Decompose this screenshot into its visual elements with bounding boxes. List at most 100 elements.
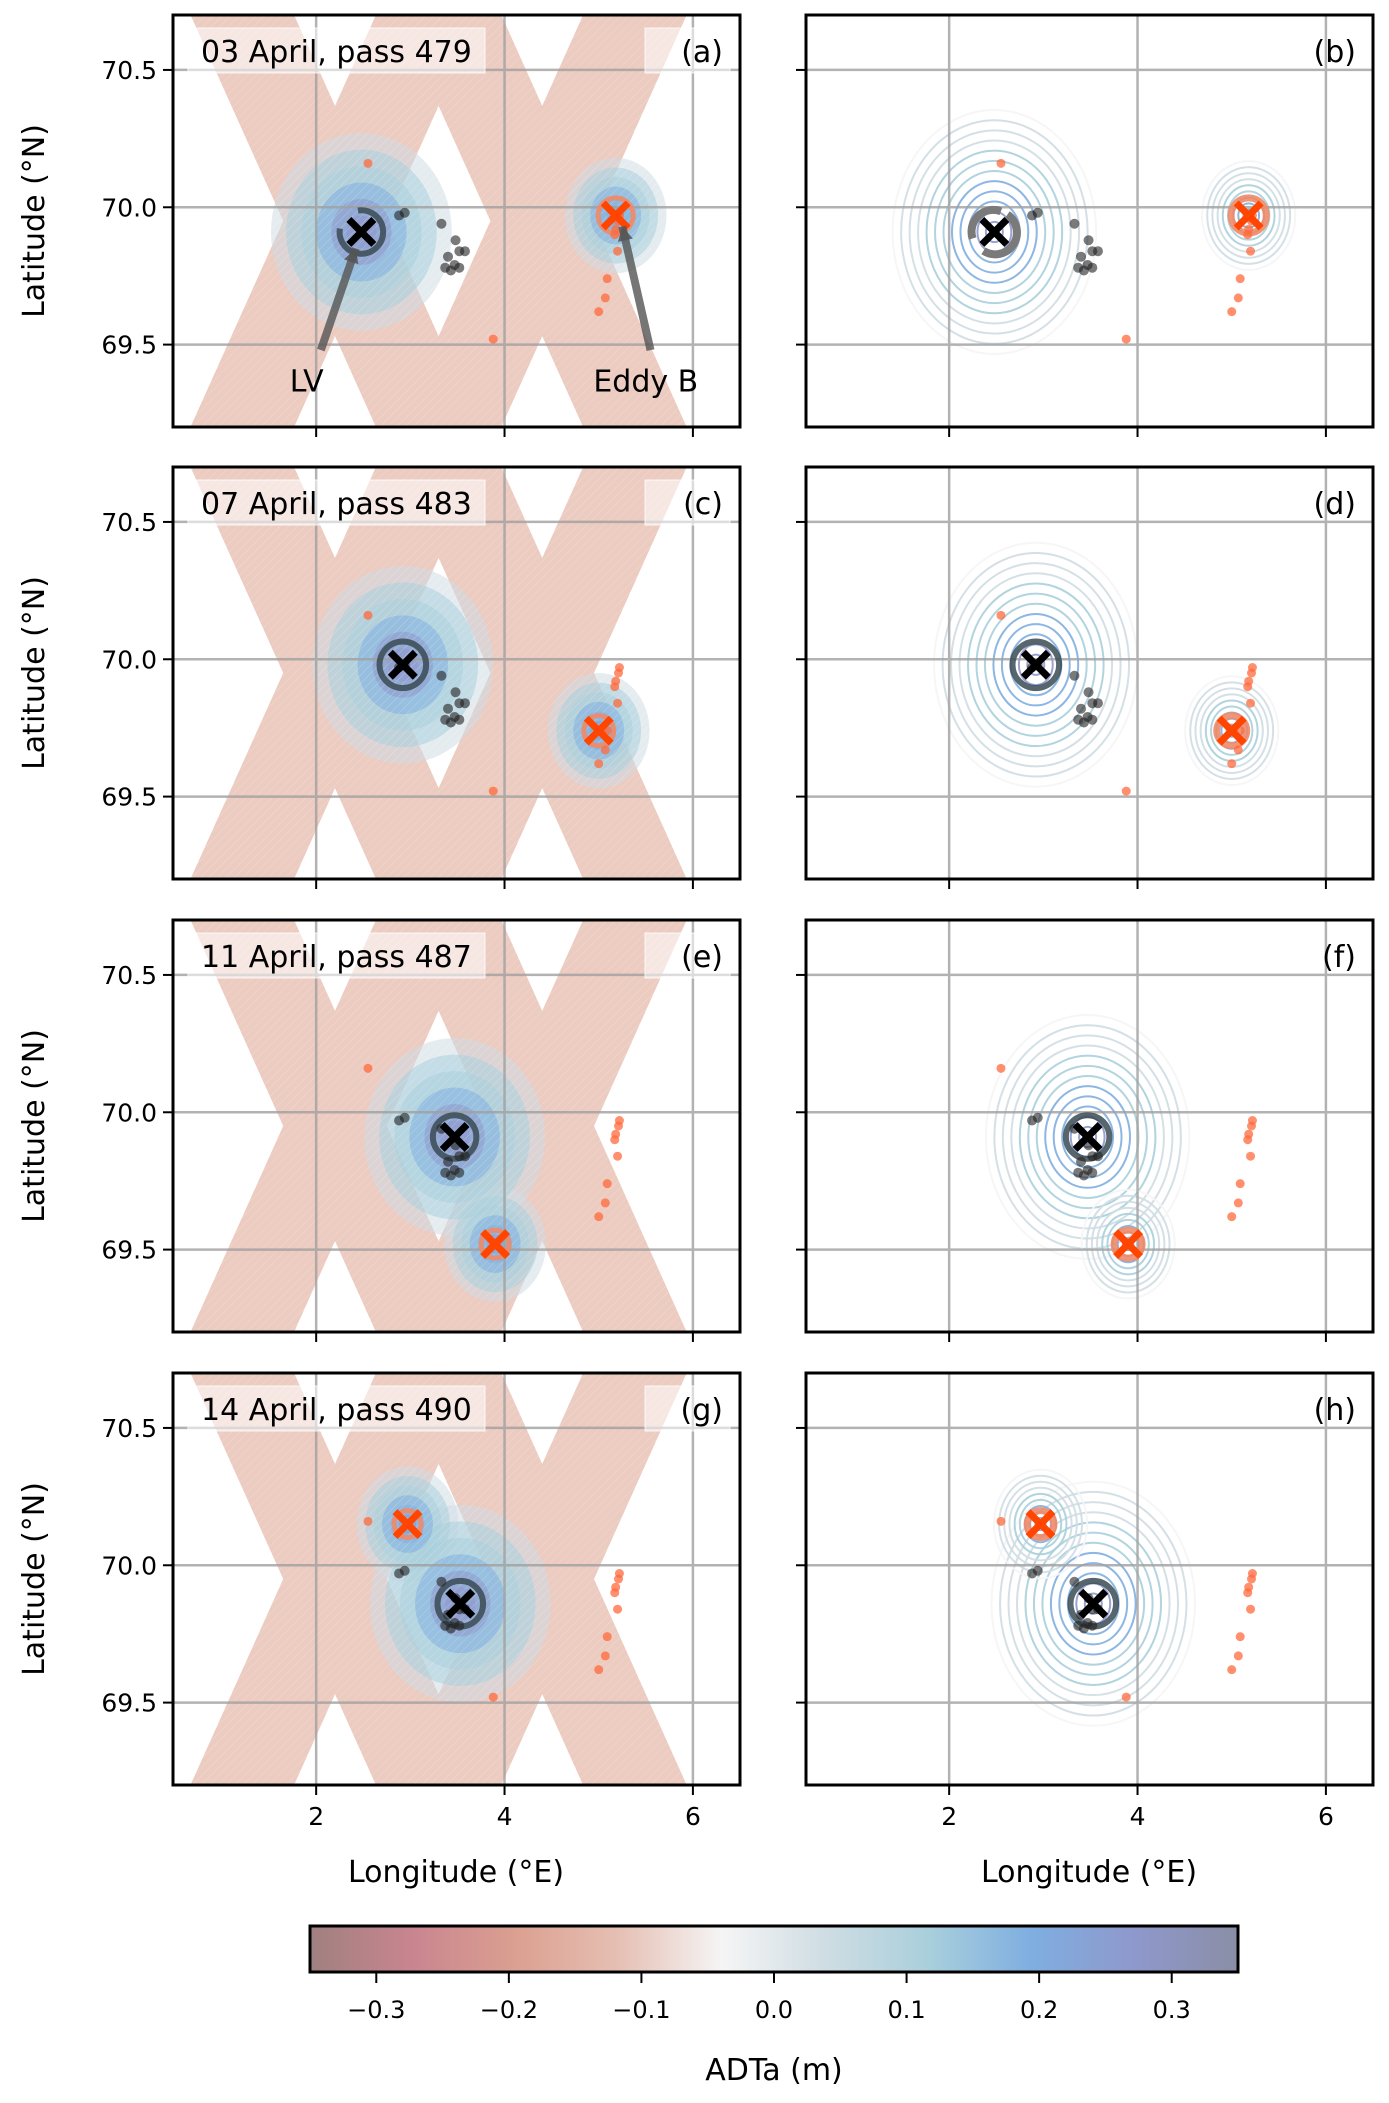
lv-radius-arc — [967, 205, 1021, 259]
eddy-b-float-point — [363, 1516, 373, 1526]
lv-float-point — [1076, 703, 1087, 714]
lv-contour — [1027, 1064, 1148, 1210]
lv-float-point — [399, 207, 410, 218]
lv-contour — [1015, 1511, 1171, 1697]
lv-float-point — [445, 1623, 456, 1634]
axis-ticks — [163, 520, 694, 889]
lv-float-point — [1078, 717, 1089, 728]
lv-float-point — [445, 717, 456, 728]
eddy-b-center-marker — [480, 1229, 511, 1260]
x-axis-label-right: Longitude (°E) — [981, 1855, 1197, 1890]
eddy-b-float-point — [614, 668, 623, 678]
colorbar-tick-label: 0.3 — [1153, 1996, 1191, 2024]
y-axis-label-row4: Latitude (°N) — [17, 1482, 52, 1676]
lv-radius-circle — [376, 638, 430, 692]
axis-ticks — [163, 973, 694, 1342]
x-tick-label: 6 — [685, 1802, 701, 1831]
panel-title: 03 April, pass 479 — [201, 35, 472, 70]
colorbar-gradient — [308, 1924, 1240, 1974]
eddy-b-float-point — [1233, 745, 1243, 755]
lv-contour — [959, 190, 1030, 274]
eddy-b-float-point — [1247, 668, 1256, 678]
lv-float-point — [459, 1151, 470, 1162]
panel-label: (g) — [681, 1393, 723, 1428]
eddy-b-contour — [1189, 681, 1275, 781]
eddy-b-radius-circle — [1023, 1507, 1058, 1542]
panel-title-box — [187, 1385, 486, 1432]
lv-float-point — [1087, 1620, 1098, 1631]
eddy-b-float-point — [614, 1121, 623, 1131]
panel-background — [806, 15, 1373, 427]
y-tick-label: 70.0 — [101, 645, 157, 674]
lv-float-point — [1083, 235, 1094, 246]
eddy-b-center-marker — [1025, 1509, 1056, 1540]
lv-contour — [950, 180, 1038, 284]
lv-contour — [1010, 1044, 1165, 1230]
lv-contour — [934, 159, 1055, 305]
panel-plot-area — [173, 467, 740, 879]
hatch-overlay — [173, 920, 740, 1332]
grid — [806, 467, 1373, 879]
colorbar-tick-label: 0.2 — [1020, 1996, 1058, 2024]
lv-float-point — [443, 1156, 454, 1167]
eddy-b-float-point — [594, 1665, 604, 1675]
lv-center-marker — [1072, 1122, 1103, 1152]
panel-frame — [804, 918, 1375, 1334]
lv-float-point — [1087, 714, 1098, 725]
panel-label-box — [644, 932, 731, 979]
panel-label: (d) — [1314, 487, 1356, 522]
eddy-b-radius-circle — [581, 713, 617, 749]
x-tick-label: 6 — [1318, 1802, 1334, 1831]
panel-plot-area — [806, 1373, 1373, 1785]
colorbar: −0.3 −0.2 −0.1 0.0 0.1 0.2 0.3 ADTa (m) — [308, 1924, 1240, 2088]
panel-title-box — [187, 27, 486, 74]
panel-title-box — [187, 932, 486, 979]
panel-plot-area — [173, 15, 740, 427]
hatch-overlay — [173, 15, 740, 427]
eddy-b-float-point — [1243, 230, 1253, 240]
lv-contour — [975, 592, 1097, 737]
eddy-b-radius-circle — [478, 1227, 512, 1261]
axis-ticks — [163, 1426, 694, 1795]
eddy-b-float-point — [1243, 1135, 1253, 1145]
eddy-b-contour — [1211, 172, 1286, 259]
lv-arrow-shaft — [317, 247, 360, 352]
panel-label: (c) — [683, 487, 723, 522]
lv-float-point — [1083, 687, 1094, 698]
lv-float-point — [459, 698, 470, 709]
panel-f: (f) — [796, 918, 1375, 1342]
panel-label: (f) — [1322, 940, 1356, 975]
eddy-b-contour — [1184, 675, 1280, 787]
lv-float-point — [1087, 1167, 1098, 1178]
y-tick-label: 70.0 — [101, 1098, 157, 1127]
y-tick-label: 69.5 — [101, 331, 157, 360]
eddy-b-float-point — [1247, 1574, 1256, 1584]
panel-plot-area — [173, 920, 740, 1332]
lv-float-point — [399, 1112, 410, 1123]
eddy-b-float-point — [614, 1574, 623, 1584]
eddy-b-contour — [1106, 1218, 1150, 1270]
lv-contour — [1026, 653, 1046, 676]
lv-contour — [990, 1480, 1196, 1727]
x-tick-label: 2 — [941, 1802, 957, 1831]
axis-ticks — [796, 68, 1327, 437]
eddy-b-float-point — [594, 759, 604, 769]
lv-float-point — [1032, 1565, 1043, 1576]
grid — [806, 1373, 1373, 1785]
grid — [173, 15, 740, 427]
panel-frame — [804, 465, 1375, 881]
x-tick-label: 4 — [1130, 1802, 1146, 1831]
lv-center-marker — [445, 1588, 476, 1619]
lv-contour — [958, 572, 1114, 758]
colorbar-tick-label: −0.3 — [347, 1996, 405, 2024]
lv-float-point — [1078, 265, 1089, 276]
floats — [996, 1063, 1257, 1249]
y-axis-labels: Latitude (°N) Latitude (°N) Latitude (°N… — [17, 124, 52, 1676]
lv-center-marker — [979, 217, 1010, 247]
panel-c: 07 April, pass 483 (c) 69.5 70.0 70.5 — [101, 465, 742, 889]
panel-frame — [804, 13, 1375, 429]
lv-float-point — [1032, 1112, 1043, 1123]
colorbar-tick-label: −0.1 — [612, 1996, 670, 2024]
lv-float-point — [1076, 251, 1087, 262]
